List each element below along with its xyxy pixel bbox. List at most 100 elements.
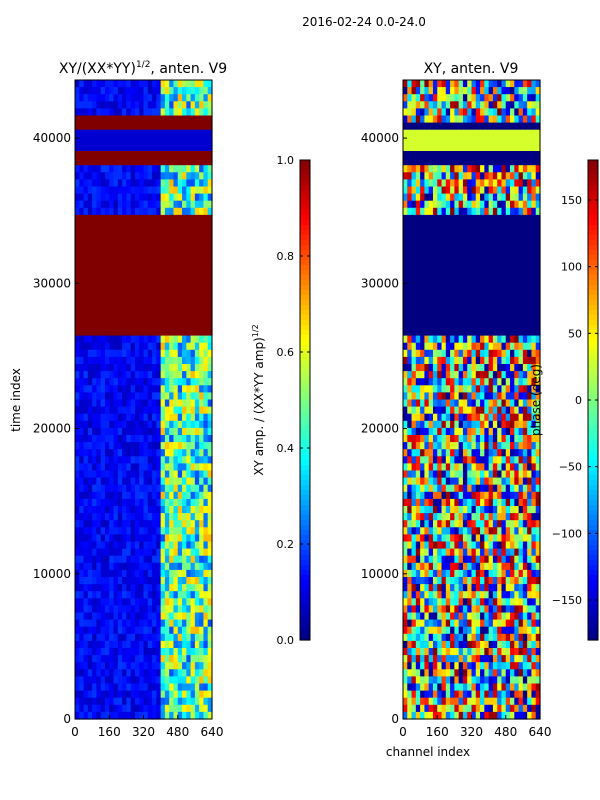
- heatmap-cell: [139, 165, 145, 173]
- heatmap-cell: [164, 80, 170, 88]
- heatmap-cell: [126, 548, 132, 557]
- heatmap-cell: [173, 442, 179, 450]
- heatmap-cell: [100, 371, 106, 379]
- heatmap-cell: [177, 555, 183, 564]
- heatmap-cell: [403, 321, 408, 330]
- heatmap-cell: [177, 584, 183, 592]
- heatmap-cell: [177, 214, 183, 223]
- heatmap-cell: [109, 101, 115, 109]
- heatmap-cell: [96, 470, 102, 479]
- heatmap-cell: [109, 577, 115, 585]
- heatmap-cell: [147, 470, 153, 479]
- heatmap-cell: [182, 648, 187, 656]
- heatmap-cell: [126, 569, 132, 578]
- heatmap-cell: [156, 633, 162, 642]
- heatmap-cell: [484, 193, 490, 202]
- heatmap-cell: [454, 435, 460, 443]
- heatmap-cell: [113, 626, 119, 635]
- heatmap-cell: [100, 584, 106, 592]
- heatmap-cell: [117, 193, 123, 202]
- heatmap-cell: [186, 470, 192, 479]
- heatmap-cell: [182, 569, 187, 578]
- heatmap-cell: [182, 548, 187, 557]
- heatmap-cell: [75, 527, 80, 535]
- heatmap-cell: [475, 342, 481, 351]
- heatmap-cell: [139, 491, 145, 500]
- heatmap-cell: [199, 364, 205, 372]
- heatmap-cell: [441, 364, 447, 372]
- heatmap-cell: [488, 200, 494, 209]
- heatmap-cell: [480, 257, 485, 266]
- heatmap-cell: [497, 165, 503, 173]
- heatmap-cell: [104, 619, 110, 628]
- heatmap-cell: [160, 683, 166, 692]
- heatmap-cell: [497, 321, 503, 330]
- heatmap-cell: [445, 172, 451, 180]
- heatmap-cell: [497, 243, 503, 251]
- heatmap-cell: [83, 711, 89, 720]
- heatmap-cell: [79, 484, 85, 493]
- heatmap-cell: [531, 115, 537, 124]
- heatmap-cell: [75, 349, 80, 358]
- heatmap-cell: [113, 640, 119, 649]
- heatmap-cell: [522, 335, 528, 344]
- heatmap-cell: [199, 626, 205, 635]
- heatmap-cell: [177, 534, 183, 543]
- heatmap-cell: [92, 371, 98, 379]
- heatmap-cell: [79, 562, 85, 571]
- heatmap-cell: [104, 633, 110, 642]
- heatmap-cell: [194, 420, 200, 429]
- heatmap-cell: [139, 697, 145, 706]
- heatmap-cell: [403, 392, 408, 401]
- heatmap-cell: [177, 704, 183, 713]
- heatmap-cell: [169, 271, 175, 280]
- heatmap-cell: [113, 598, 119, 606]
- heatmap-cell: [109, 385, 115, 393]
- heatmap-cell: [92, 87, 98, 95]
- heatmap-cell: [147, 513, 153, 521]
- heatmap-cell: [492, 506, 498, 514]
- heatmap-cell: [164, 513, 170, 521]
- colorbar-segment: [300, 490, 310, 496]
- heatmap-cell: [497, 477, 503, 486]
- heatmap-cell: [190, 420, 196, 429]
- heatmap-cell: [164, 442, 170, 450]
- heatmap-cell: [87, 534, 93, 543]
- heatmap-cell: [100, 569, 106, 578]
- heatmap-cell: [484, 427, 490, 436]
- heatmap-cell: [79, 186, 85, 195]
- heatmap-cell: [522, 420, 528, 429]
- heatmap-cell: [143, 264, 149, 273]
- heatmap-cell: [199, 513, 205, 521]
- heatmap-cell: [403, 108, 408, 117]
- heatmap-cell: [415, 172, 421, 180]
- heatmap-cell: [420, 477, 426, 486]
- heatmap-cell: [130, 364, 136, 372]
- colorbar-segment: [300, 255, 310, 261]
- heatmap-cell: [147, 285, 153, 294]
- heatmap-cell: [173, 172, 179, 180]
- heatmap-cell: [75, 498, 80, 507]
- heatmap-cell: [79, 555, 85, 564]
- heatmap-cell: [407, 293, 413, 301]
- heatmap-cell: [177, 165, 183, 173]
- heatmap-cell: [130, 683, 136, 692]
- heatmap-cell: [164, 371, 170, 379]
- heatmap-cell: [75, 222, 80, 230]
- heatmap-cell: [152, 392, 157, 401]
- heatmap-cell: [527, 214, 533, 223]
- heatmap-cell: [156, 456, 162, 464]
- heatmap-cell: [79, 158, 85, 166]
- heatmap-cell: [113, 711, 119, 720]
- heatmap-cell: [156, 711, 162, 720]
- heatmap-cell: [428, 484, 434, 493]
- heatmap-cell: [203, 463, 209, 472]
- heatmap-cell: [92, 165, 98, 173]
- heatmap-cell: [182, 222, 187, 230]
- heatmap-cell: [471, 222, 477, 230]
- heatmap-cell: [126, 577, 132, 585]
- heatmap-cell: [441, 207, 447, 216]
- heatmap-cell: [531, 80, 537, 88]
- heatmap-cell: [130, 158, 136, 166]
- heatmap-cell: [199, 598, 205, 606]
